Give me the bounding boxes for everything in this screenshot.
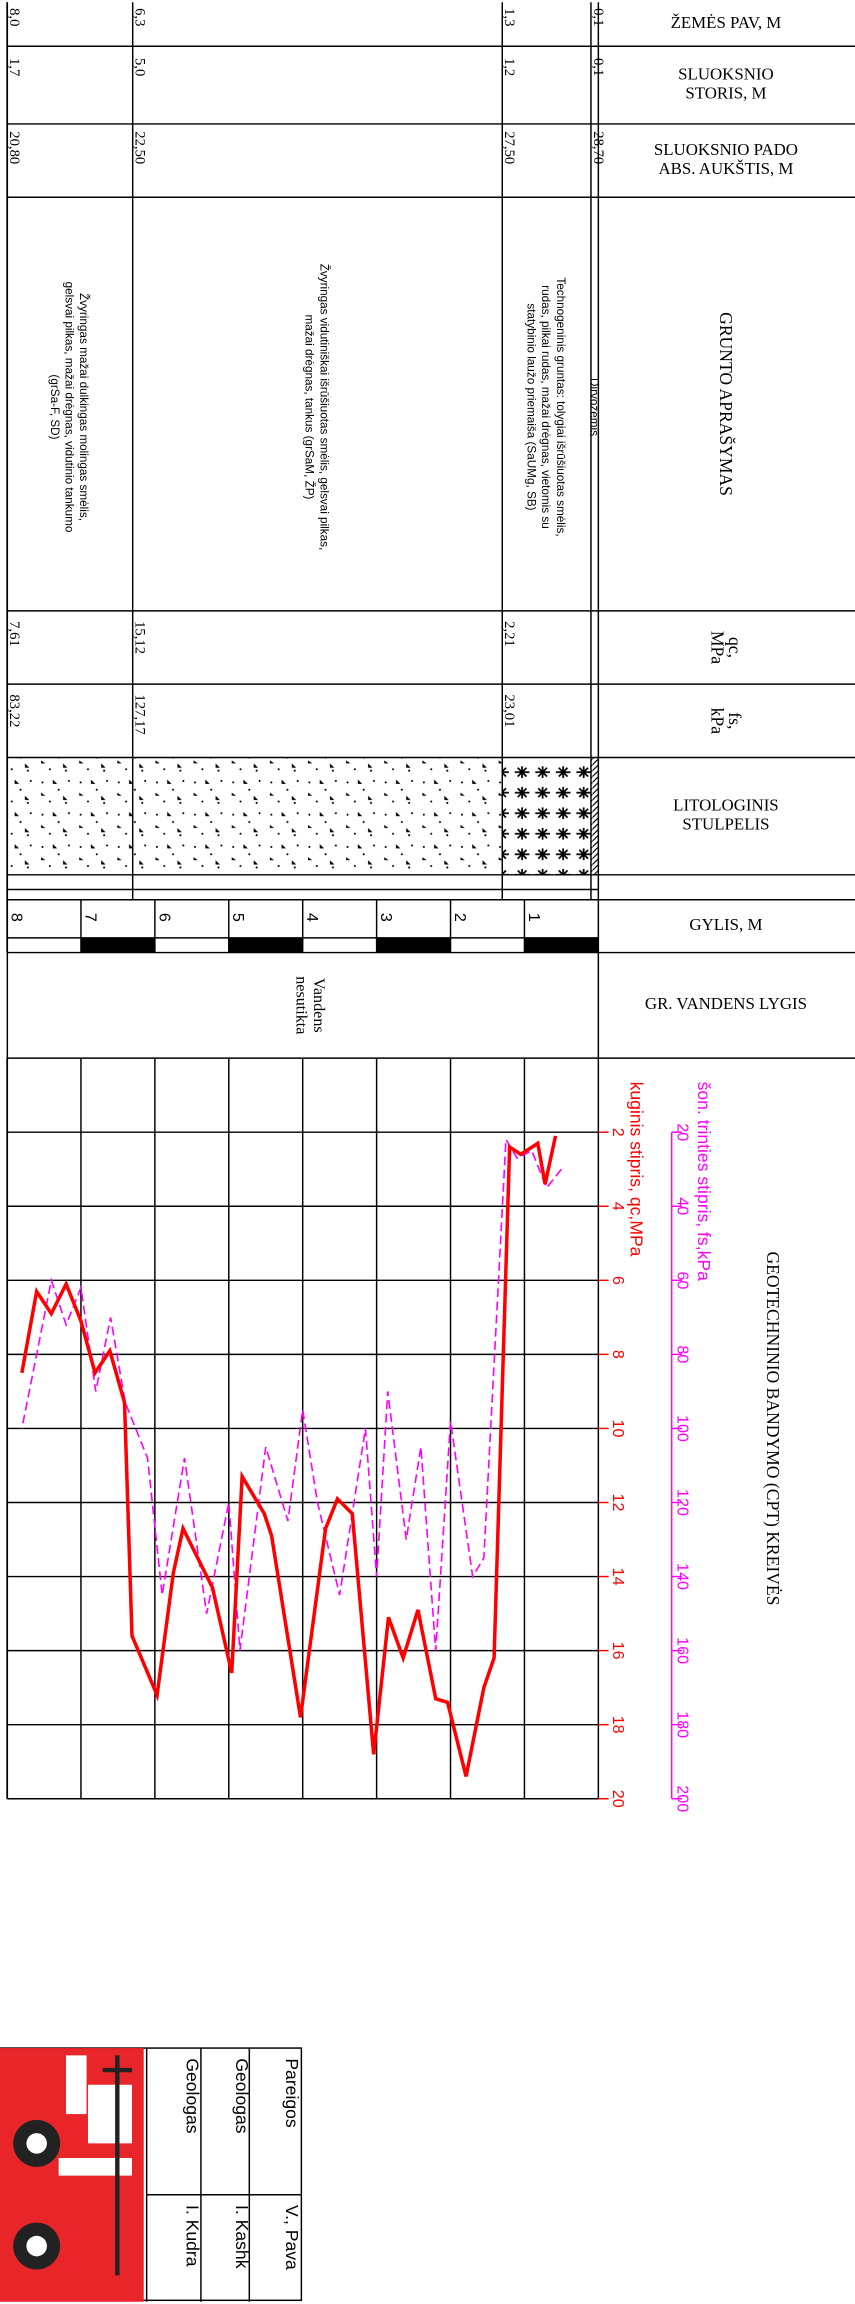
layer-description: gelsvai pilkas, mažai drėgnas, vidutinio…: [62, 282, 75, 533]
lithology-fill: [132, 757, 503, 875]
fs-tick-label: 140: [674, 1563, 692, 1590]
column-header: SLUOKSNIO PADO: [654, 140, 798, 159]
depth-bar: [524, 937, 599, 953]
layer-thickness: 1,7: [6, 58, 22, 76]
column-header: MPa: [707, 631, 727, 664]
layer-fs: 23,01: [501, 694, 517, 727]
layer-elevation: 20,80: [6, 131, 22, 164]
layer-elevation: 27,50: [501, 131, 517, 164]
layer-thickness: 5,0: [132, 58, 148, 76]
qc-tick-label: 14: [609, 1568, 627, 1586]
layer-elevation: 28,70: [590, 131, 606, 164]
column-header: ŽEMĖS PAV, M: [671, 13, 782, 32]
water-note: Vandens: [310, 978, 327, 1033]
layer-thickness: 1,2: [501, 58, 517, 76]
title-block-text: I. Kashk: [232, 2205, 252, 2269]
column-header: fs,: [725, 712, 745, 729]
layer-qc: 7,61: [6, 621, 22, 647]
qc-tick-label: 2: [609, 1128, 627, 1137]
lithology-fill: [502, 757, 591, 875]
depth-label: 6: [155, 913, 173, 922]
title-block-text: I. Kudra: [182, 2205, 202, 2267]
layer-description: Technogeninis gruntas: tolygiai išrūšiuo…: [554, 277, 567, 536]
layer-description: statybinio laužo priemaiša (SaUMg, SB): [525, 303, 538, 510]
qc-curve: [20, 1135, 558, 1777]
layer-depth: 1,3: [501, 8, 517, 26]
title-block-text: V., Pava: [282, 2205, 302, 2270]
qc-tick-label: 10: [609, 1419, 627, 1437]
depth-label: 1: [525, 913, 543, 922]
fs-tick-label: 100: [674, 1415, 692, 1442]
depth-bar: [80, 937, 155, 953]
depth-label: 3: [377, 913, 395, 922]
title-block-text: Geologas: [182, 2058, 202, 2133]
layer-elevation: 22,50: [132, 131, 148, 164]
column-header: GEOTECHNINIO BANDYMO (CPT) KREIVĖS: [763, 1251, 783, 1605]
water-note: nesutikta: [292, 976, 309, 1034]
layer-depth: 6,3: [132, 8, 148, 26]
column-header: GRUNTO APRAŠYMAS: [716, 312, 736, 496]
column-header: SLUOKSNIO: [678, 64, 774, 83]
qc-tick-label: 18: [609, 1716, 627, 1734]
fs-tick-label: 160: [674, 1637, 692, 1664]
layer-description: rudas, pilkai rudas, mažai drėgnas, viet…: [539, 285, 552, 529]
layer-fs: 83,22: [6, 694, 22, 727]
column-header: ABS. AUKŠTIS, M: [658, 159, 793, 178]
title-block-text: Geologas: [232, 2058, 252, 2133]
depth-bar: [376, 937, 451, 953]
qc-tick-label: 12: [609, 1494, 627, 1512]
layer-thickness: 0,1: [590, 58, 606, 76]
layer-depth: 0,1: [590, 8, 606, 26]
layer-depth: 8,0: [6, 8, 22, 26]
lithology-fill: [590, 757, 599, 875]
fs-tick-label: 60: [674, 1271, 692, 1289]
depth-label: 4: [303, 913, 321, 922]
layer-fs: 127,17: [132, 694, 148, 734]
column-header: STORIS, M: [685, 83, 766, 102]
layer-description: Dirvožemis: [587, 378, 600, 436]
company-logo: [0, 2048, 144, 2302]
column-header: LITOLOGINIS: [673, 796, 779, 815]
fs-tick-label: 180: [674, 1711, 692, 1738]
qc-tick-label: 4: [609, 1202, 627, 1211]
depth-label: 5: [229, 913, 247, 922]
depth-label: 7: [81, 913, 99, 922]
column-header: kPa: [707, 708, 727, 735]
layer-description: (grSa-F, SD): [48, 374, 61, 439]
depth-label: 8: [7, 913, 25, 922]
depth-label: 2: [451, 913, 469, 922]
layer-qc: 15,12: [132, 621, 148, 654]
qc-tick-label: 8: [609, 1350, 627, 1359]
qc-tick-label: 20: [609, 1790, 627, 1808]
column-header: qc,: [725, 637, 745, 658]
title-block-text: Pareigos: [282, 2058, 302, 2128]
fs-curve: [21, 1136, 563, 1651]
fs-tick-label: 120: [674, 1489, 692, 1516]
fs-tick-label: 80: [674, 1345, 692, 1363]
layer-description: Žvyringas mažai dulkingas molingas smėli…: [77, 293, 90, 521]
qc-axis-label: kuginis stipris, qc,MPa: [627, 1082, 647, 1257]
lithology-fill: [7, 757, 133, 875]
fs-tick-label: 40: [674, 1197, 692, 1215]
column-header: STULPELIS: [682, 815, 769, 834]
qc-tick-label: 16: [609, 1642, 627, 1660]
layer-description: mažai drėgnas, tankus (grSaM, ŽP): [303, 315, 316, 500]
fs-axis-label: šon. trinties stipris, fs,kPa: [694, 1082, 714, 1282]
column-header: GR. VANDENS LYGIS: [645, 994, 807, 1013]
qc-tick-label: 6: [609, 1276, 627, 1285]
depth-bar: [228, 937, 303, 953]
fs-tick-label: 20: [674, 1123, 692, 1141]
layer-qc: 2,21: [501, 621, 517, 647]
column-header: GYLIS, M: [689, 915, 762, 934]
layer-description: Žvyringas vidutiniškai išrūšiuotas smėli…: [317, 264, 330, 551]
fs-tick-label: 200: [674, 1785, 692, 1812]
